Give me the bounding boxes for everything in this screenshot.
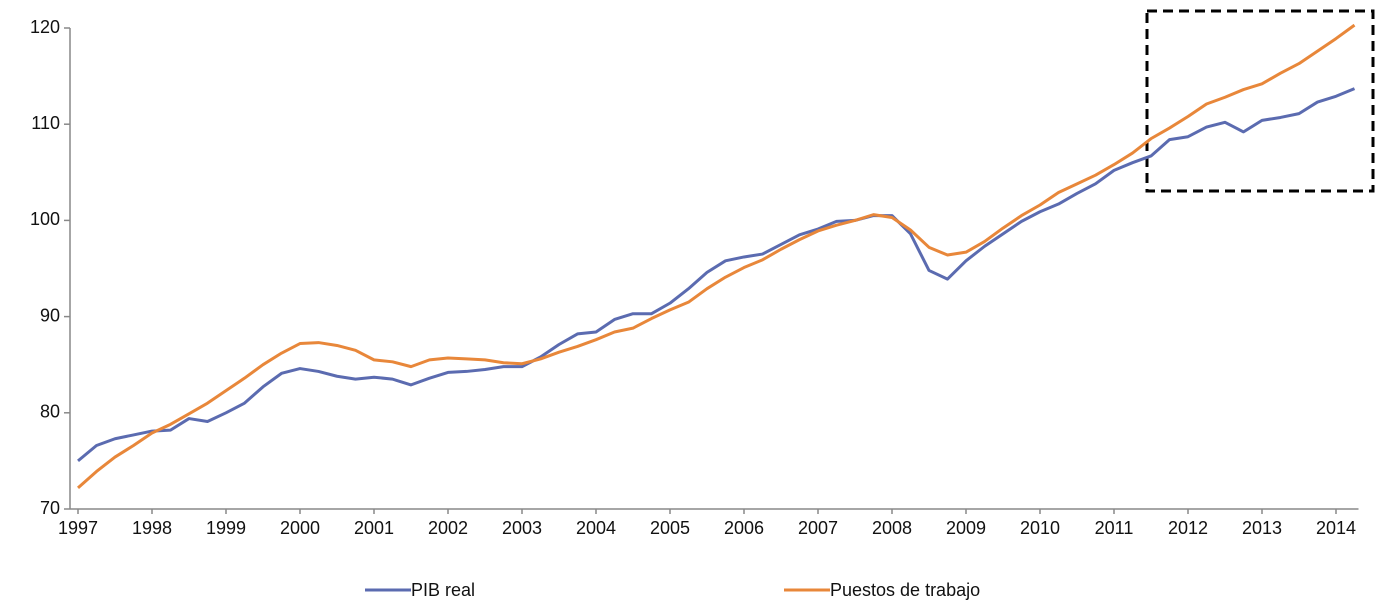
- highlight-box: [1145, 9, 1375, 193]
- x-tick-label: 2004: [576, 518, 616, 538]
- x-tick-label: 2001: [354, 518, 394, 538]
- x-tick-label: 2009: [946, 518, 986, 538]
- y-tick-label: 100: [30, 209, 60, 229]
- x-tick-label: 2005: [650, 518, 690, 538]
- x-tick-label: 2007: [798, 518, 838, 538]
- x-tick-label: 1998: [132, 518, 172, 538]
- y-tick-label: 90: [40, 305, 60, 325]
- y-tick-label: 80: [40, 402, 60, 422]
- x-tick-label: 2011: [1095, 518, 1134, 538]
- x-tick-label: 2010: [1020, 518, 1060, 538]
- series-line: [77, 87, 1356, 463]
- legend-label: Puestos de trabajo: [830, 580, 980, 600]
- x-tick-label: 2012: [1168, 518, 1208, 538]
- x-tick-label: 2008: [872, 518, 912, 538]
- x-tick-label: 2014: [1316, 518, 1356, 538]
- x-tick-label: 2003: [502, 518, 542, 538]
- x-tick-label: 2002: [428, 518, 468, 538]
- x-tick-label: 1997: [58, 518, 98, 538]
- series-line: [77, 23, 1356, 489]
- x-tick-label: 1999: [206, 518, 246, 538]
- y-tick-label: 120: [30, 17, 60, 37]
- x-tick-label: 2000: [280, 518, 320, 538]
- x-tick-label: 2013: [1242, 518, 1282, 538]
- y-tick-label: 70: [40, 498, 60, 518]
- y-tick-label: 110: [31, 113, 60, 133]
- legend-label: PIB real: [411, 580, 475, 600]
- x-tick-label: 2006: [724, 518, 764, 538]
